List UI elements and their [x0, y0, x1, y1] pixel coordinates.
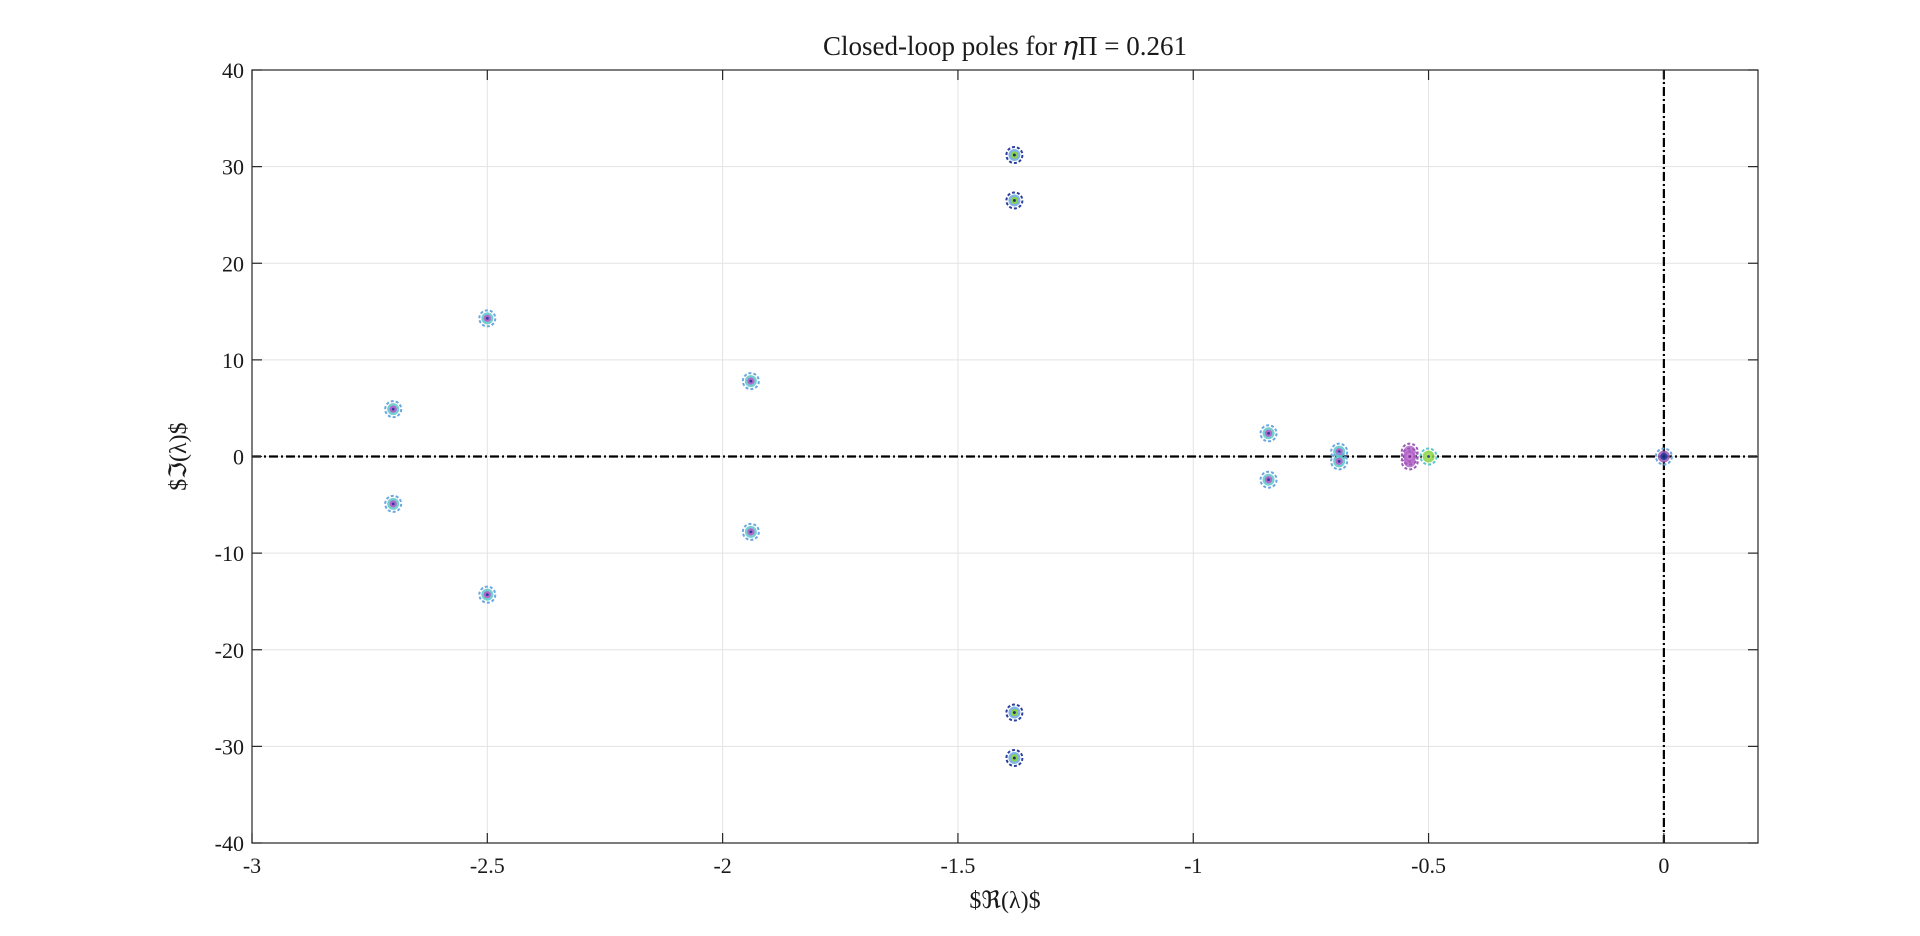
chart-title: Closed-loop poles for 𝜂Π = 0.261: [823, 31, 1187, 61]
pole-point: [384, 400, 403, 419]
pole-point: [1419, 447, 1438, 466]
x-axis-title: $ℜ(λ)$: [969, 888, 1040, 914]
y-tick-label: 0: [233, 445, 244, 470]
x-tick-label: -1.5: [941, 853, 976, 878]
x-tick-label: -0.5: [1411, 853, 1446, 878]
pole-point: [1005, 703, 1024, 722]
y-tick-label: -10: [215, 541, 244, 566]
pole-point: [1330, 452, 1349, 471]
reference-lines: [252, 70, 1758, 843]
x-tick-label: -1: [1184, 853, 1202, 878]
y-tick-label: 30: [222, 155, 244, 180]
y-axis-title: $ℑ(λ)$: [166, 422, 192, 490]
x-tick-label: 0: [1658, 853, 1669, 878]
pole-point: [384, 494, 403, 513]
y-tick-label: -40: [215, 831, 244, 856]
pole-point: [1654, 447, 1673, 466]
y-axis: -40 -30 -20 -10 0 10 20 30 40: [215, 58, 1758, 856]
pole-point: [1259, 470, 1278, 489]
pole-point: [1005, 146, 1024, 165]
pole-point: [1259, 424, 1278, 443]
y-tick-label: 20: [222, 251, 244, 276]
pole-markers: [384, 146, 1673, 767]
x-tick-label: -3: [243, 853, 261, 878]
x-tick-label: -2: [713, 853, 731, 878]
y-tick-label: -20: [215, 638, 244, 663]
pole-point: [478, 309, 497, 328]
y-tick-label: -30: [215, 734, 244, 759]
x-axis: -3 -2.5 -2 -1.5 -1 -0.5 0: [243, 70, 1669, 878]
pole-point: [741, 372, 760, 391]
pole-point: [741, 522, 760, 541]
pole-point: [1005, 748, 1024, 767]
pole-point: [1400, 447, 1419, 466]
y-tick-label: 40: [222, 58, 244, 83]
y-tick-label: 10: [222, 348, 244, 373]
pole-point: [1005, 191, 1024, 210]
pole-point: [478, 585, 497, 604]
x-tick-label: -2.5: [470, 853, 505, 878]
